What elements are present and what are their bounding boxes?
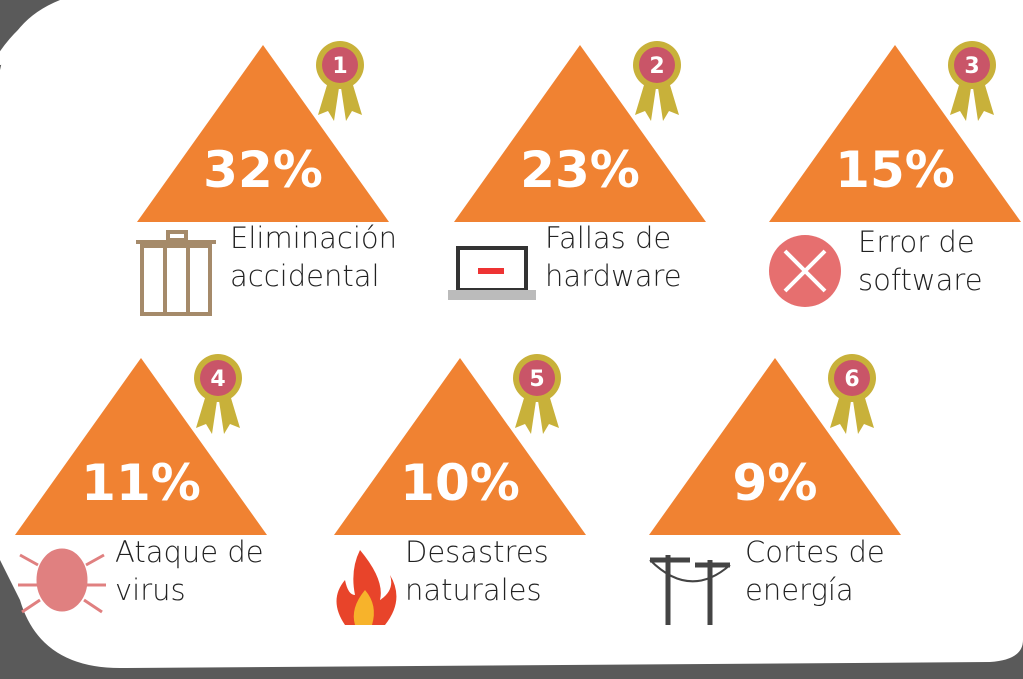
label: energía: [745, 573, 854, 607]
medal: [639, 47, 675, 83]
label: Error de: [858, 225, 975, 259]
rank: 3: [964, 54, 979, 79]
ribbon: [635, 75, 679, 121]
rank: 2: [649, 54, 664, 79]
percent: 23%: [520, 141, 640, 199]
label: Fallas de: [545, 221, 671, 255]
triangle: [15, 358, 267, 535]
label: Desastres: [405, 535, 549, 569]
triangle: [649, 358, 901, 535]
medal: [954, 47, 990, 83]
label: software: [858, 263, 983, 297]
laptop-icon: [448, 246, 536, 300]
fire-icon: [336, 550, 397, 625]
rank: 6: [844, 367, 859, 392]
ribbon: [950, 75, 994, 121]
highlight: [0, 15, 45, 65]
percent: 10%: [400, 454, 520, 512]
rank: 4: [210, 367, 225, 392]
ribbon: [318, 75, 362, 121]
power-icon: [649, 555, 731, 625]
percent: 32%: [203, 141, 323, 199]
percent: 11%: [81, 454, 201, 512]
triangle: [454, 45, 706, 222]
bug-icon: [18, 548, 106, 614]
label: virus: [115, 573, 186, 607]
ribbon: [515, 388, 559, 434]
rank: 1: [332, 54, 347, 79]
rank: 5: [529, 367, 544, 392]
trash-icon: [136, 230, 216, 316]
medal: [200, 360, 236, 396]
medal: [322, 47, 358, 83]
medal: [519, 360, 555, 396]
triangle: [137, 45, 389, 222]
ribbon: [196, 388, 240, 434]
triangle: [769, 45, 1021, 222]
label: Ataque de: [115, 535, 264, 569]
percent: 15%: [835, 141, 955, 199]
label: naturales: [405, 573, 542, 607]
ribbon: [830, 388, 874, 434]
triangle: [334, 358, 586, 535]
medal: [834, 360, 870, 396]
percent: 9%: [733, 454, 818, 512]
error-icon: [769, 235, 841, 307]
label: hardware: [545, 259, 682, 293]
label: Cortes de: [745, 535, 885, 569]
label: accidental: [230, 259, 380, 293]
label: Eliminación: [230, 221, 397, 255]
